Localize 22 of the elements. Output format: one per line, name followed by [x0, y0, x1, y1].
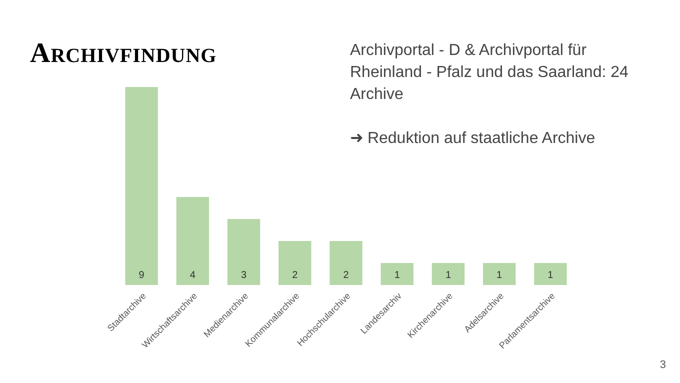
data-label: 1	[445, 270, 452, 281]
annotation: Archivportal - D & Archivportal für Rheinland - Pfalz und das Saarland: 24 Archive	[350, 41, 630, 105]
bar	[176, 197, 210, 285]
text: 3	[660, 359, 666, 371]
data-label: 2	[343, 270, 350, 281]
bar	[125, 87, 158, 285]
data-label: 1	[394, 270, 400, 281]
bar	[278, 241, 312, 285]
bar	[432, 263, 465, 285]
data-label: 3	[240, 270, 247, 281]
bar	[380, 263, 414, 285]
data-label: 9	[138, 270, 145, 281]
data-label: 4	[190, 270, 196, 281]
chart-title: Archivfindung	[30, 38, 217, 70]
bar	[330, 241, 362, 285]
data-label: 1	[548, 270, 554, 281]
bar	[534, 263, 567, 285]
bar	[482, 263, 516, 285]
data-label: 2	[292, 270, 298, 281]
bar	[227, 219, 260, 285]
annotation: ➜ Reduktion auf staatliche Archive	[350, 129, 596, 149]
data-label: 1	[496, 270, 503, 281]
